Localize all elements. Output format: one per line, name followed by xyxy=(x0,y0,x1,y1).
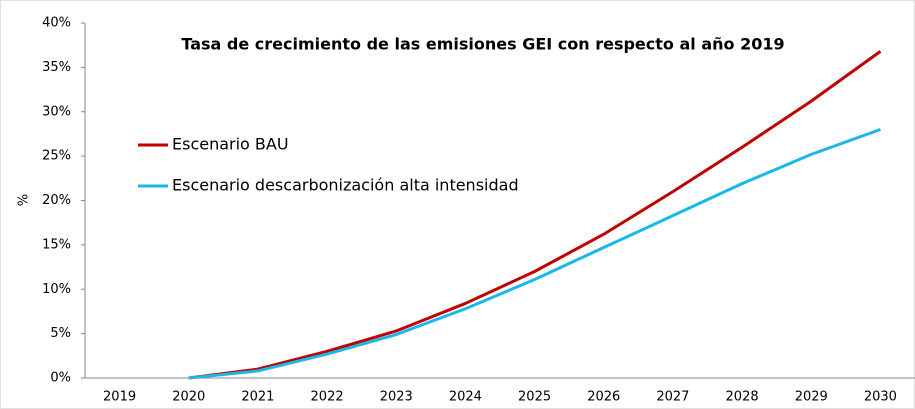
series-line xyxy=(188,50,882,380)
series-line xyxy=(188,128,881,380)
x-tick-label: 2021 xyxy=(241,390,274,405)
y-tick-label: 15% xyxy=(42,237,71,252)
x-tick-label: 2027 xyxy=(656,390,689,405)
y-tick-label: 0% xyxy=(50,371,71,386)
x-tick-label: 2019 xyxy=(103,390,136,405)
y-tick-label: 20% xyxy=(42,193,71,208)
legend-label: Escenario BAU xyxy=(172,135,289,154)
x-tick-label: 2023 xyxy=(380,390,413,405)
x-tick-label: 2026 xyxy=(587,390,620,405)
legend-label: Escenario descarbonización alta intensid… xyxy=(172,176,519,195)
x-tick-label: 2022 xyxy=(311,390,344,405)
y-tick-label: 30% xyxy=(42,104,71,119)
chart-title: Tasa de crecimiento de las emisiones GEI… xyxy=(181,35,784,54)
y-axis-label: % xyxy=(17,194,32,206)
x-tick-label: 2029 xyxy=(795,390,828,405)
y-tick-label: 35% xyxy=(42,60,71,75)
x-tick-label: 2028 xyxy=(726,390,759,405)
x-tick-label: 2020 xyxy=(172,390,205,405)
y-tick-label: 40% xyxy=(42,16,71,31)
x-tick-label: 2025 xyxy=(518,390,551,405)
x-tick-label: 2024 xyxy=(449,390,482,405)
y-tick-label: 25% xyxy=(42,149,71,164)
y-tick-label: 5% xyxy=(50,326,71,341)
x-tick-label: 2030 xyxy=(864,390,897,405)
y-tick-label: 10% xyxy=(42,282,71,297)
